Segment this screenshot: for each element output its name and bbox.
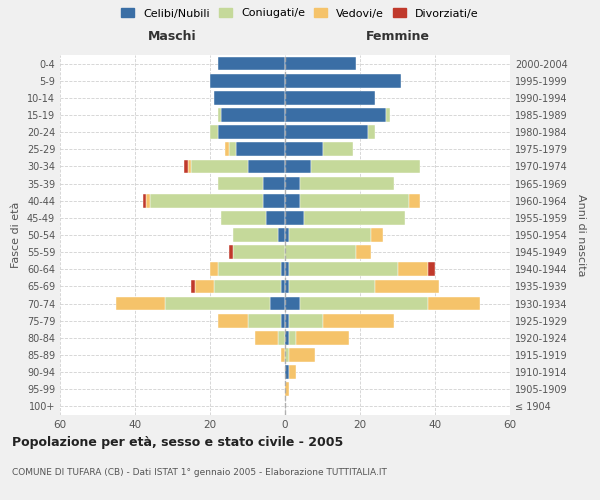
Bar xyxy=(225,142,229,156)
Bar xyxy=(289,366,296,379)
Bar xyxy=(427,296,480,310)
Bar xyxy=(367,126,375,139)
Bar xyxy=(218,176,263,190)
Text: COMUNE DI TUFARA (CB) - Dati ISTAT 1° gennaio 2005 - Elaborazione TUTTITALIA.IT: COMUNE DI TUFARA (CB) - Dati ISTAT 1° ge… xyxy=(12,468,387,477)
Bar xyxy=(289,314,323,328)
Bar xyxy=(255,331,277,344)
Bar xyxy=(285,366,289,379)
Bar xyxy=(248,314,281,328)
Bar xyxy=(285,91,375,104)
Bar xyxy=(285,246,356,259)
Bar xyxy=(285,176,300,190)
Bar xyxy=(195,280,214,293)
Bar xyxy=(285,142,323,156)
Bar xyxy=(263,176,285,190)
Y-axis label: Fasce di età: Fasce di età xyxy=(11,202,21,268)
Bar xyxy=(233,246,285,259)
Bar xyxy=(285,74,401,88)
Bar xyxy=(184,160,187,173)
Bar xyxy=(281,314,285,328)
Bar xyxy=(285,382,289,396)
Bar xyxy=(191,280,195,293)
Bar xyxy=(409,194,420,207)
Y-axis label: Anni di nascita: Anni di nascita xyxy=(576,194,586,276)
Bar xyxy=(277,331,285,344)
Bar xyxy=(233,228,277,242)
Bar xyxy=(221,211,266,224)
Text: Maschi: Maschi xyxy=(148,30,197,43)
Bar xyxy=(386,108,390,122)
Bar xyxy=(285,228,289,242)
Bar xyxy=(323,314,394,328)
Bar xyxy=(398,262,427,276)
Bar xyxy=(218,56,285,70)
Bar xyxy=(165,296,270,310)
Text: Popolazione per età, sesso e stato civile - 2005: Popolazione per età, sesso e stato civil… xyxy=(12,436,343,449)
Bar xyxy=(356,246,371,259)
Bar xyxy=(285,296,300,310)
Bar xyxy=(221,108,285,122)
Bar xyxy=(210,126,218,139)
Bar xyxy=(300,296,427,310)
Bar xyxy=(187,160,191,173)
Bar xyxy=(214,280,281,293)
Bar xyxy=(143,194,146,207)
Bar xyxy=(116,296,165,310)
Bar xyxy=(263,194,285,207)
Bar xyxy=(285,348,289,362)
Bar xyxy=(270,296,285,310)
Bar xyxy=(296,331,349,344)
Bar xyxy=(311,160,420,173)
Bar xyxy=(229,246,233,259)
Bar xyxy=(214,91,285,104)
Bar xyxy=(146,194,150,207)
Bar xyxy=(285,314,289,328)
Bar xyxy=(300,194,409,207)
Bar xyxy=(323,142,353,156)
Bar xyxy=(285,126,367,139)
Bar xyxy=(285,331,289,344)
Bar xyxy=(218,314,248,328)
Bar xyxy=(289,262,398,276)
Bar xyxy=(218,262,281,276)
Bar xyxy=(229,142,236,156)
Bar xyxy=(304,211,405,224)
Bar xyxy=(300,176,394,190)
Bar xyxy=(289,348,315,362)
Bar xyxy=(285,280,289,293)
Bar xyxy=(248,160,285,173)
Text: Femmine: Femmine xyxy=(365,30,430,43)
Bar xyxy=(289,331,296,344)
Bar xyxy=(218,126,285,139)
Bar xyxy=(210,74,285,88)
Bar xyxy=(289,228,371,242)
Legend: Celibi/Nubili, Coniugati/e, Vedovi/e, Divorziati/e: Celibi/Nubili, Coniugati/e, Vedovi/e, Di… xyxy=(121,8,479,18)
Bar xyxy=(191,160,248,173)
Bar xyxy=(285,194,300,207)
Bar xyxy=(210,262,218,276)
Bar xyxy=(150,194,263,207)
Bar xyxy=(266,211,285,224)
Bar xyxy=(375,280,439,293)
Bar xyxy=(371,228,383,242)
Bar xyxy=(218,108,221,122)
Bar xyxy=(427,262,435,276)
Bar xyxy=(236,142,285,156)
Bar xyxy=(285,262,289,276)
Bar xyxy=(285,56,356,70)
Bar xyxy=(285,211,304,224)
Bar xyxy=(281,262,285,276)
Bar xyxy=(281,280,285,293)
Bar xyxy=(289,280,375,293)
Bar xyxy=(285,160,311,173)
Bar xyxy=(285,108,386,122)
Bar xyxy=(281,348,285,362)
Bar xyxy=(277,228,285,242)
